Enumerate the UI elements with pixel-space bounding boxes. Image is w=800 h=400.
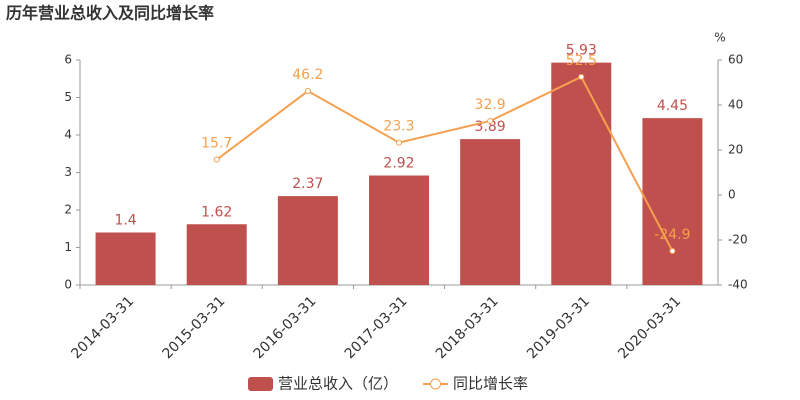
line-value-label: 52.5 <box>566 53 597 69</box>
line-value-label: 46.2 <box>292 67 323 83</box>
x-tick-label: 2019-03-31 <box>524 293 593 362</box>
y-tick-label: 2 <box>64 203 72 217</box>
bar-value-label: 1.62 <box>201 204 232 220</box>
y-tick-label: 3 <box>64 165 72 179</box>
y2-axis-label: % <box>714 31 725 45</box>
bar <box>186 224 247 285</box>
x-tick-label: 2018-03-31 <box>433 293 502 362</box>
bar <box>369 175 429 285</box>
line <box>216 75 674 252</box>
bar-value-label: 2.92 <box>383 156 414 172</box>
line-value-label: 32.9 <box>475 97 506 113</box>
x-tick-label: 2017-03-31 <box>342 293 411 362</box>
line-value-label: -24.9 <box>654 227 690 243</box>
x-tick-label: 2016-03-31 <box>251 293 320 362</box>
legend-swatch <box>248 377 273 391</box>
y-tick-label: 4 <box>64 128 72 142</box>
bar <box>551 62 612 285</box>
line-value-label: 15.7 <box>201 136 232 152</box>
y-tick-label: 0 <box>64 278 72 292</box>
line-point <box>669 248 676 255</box>
line-point <box>304 88 311 95</box>
legend-item: 同比增长率 <box>423 375 528 393</box>
line-point <box>213 156 220 163</box>
y-tick-label: 5 <box>64 90 72 104</box>
x-tick-label: 2015-03-31 <box>160 293 229 362</box>
y2-tick-label: 40 <box>728 98 743 112</box>
legend-label: 营业总收入（亿） <box>278 375 398 393</box>
bar <box>642 118 703 285</box>
bar-value-label: 2.37 <box>292 176 323 192</box>
y-tick-label: 6 <box>64 53 72 67</box>
x-tick-label: 2020-03-31 <box>615 293 684 362</box>
chart-title: 历年营业总收入及同比增长率 <box>6 4 214 23</box>
legend-swatch-point <box>430 378 442 390</box>
line-point <box>487 117 494 124</box>
bar <box>95 232 156 285</box>
line-point <box>396 139 402 146</box>
x-tick-label: 2014-03-31 <box>68 293 137 362</box>
y2-tick-label: -40 <box>728 278 748 292</box>
y2-tick-label: 20 <box>728 143 743 157</box>
line-value-label: 23.3 <box>383 119 414 135</box>
legend-item: 营业总收入（亿） <box>248 375 398 393</box>
y2-tick-label: -20 <box>728 233 748 247</box>
bar-value-label: 1.4 <box>114 213 136 229</box>
y2-tick-label: 0 <box>728 188 736 202</box>
legend-label: 同比增长率 <box>453 375 528 393</box>
bar-value-label: 5.93 <box>566 43 597 59</box>
y2-tick-label: 60 <box>728 53 743 67</box>
line-point <box>578 73 585 80</box>
bar-value-label: 4.45 <box>657 98 688 114</box>
y-tick-label: 1 <box>64 240 72 254</box>
bar <box>277 196 338 285</box>
bar <box>460 139 521 285</box>
